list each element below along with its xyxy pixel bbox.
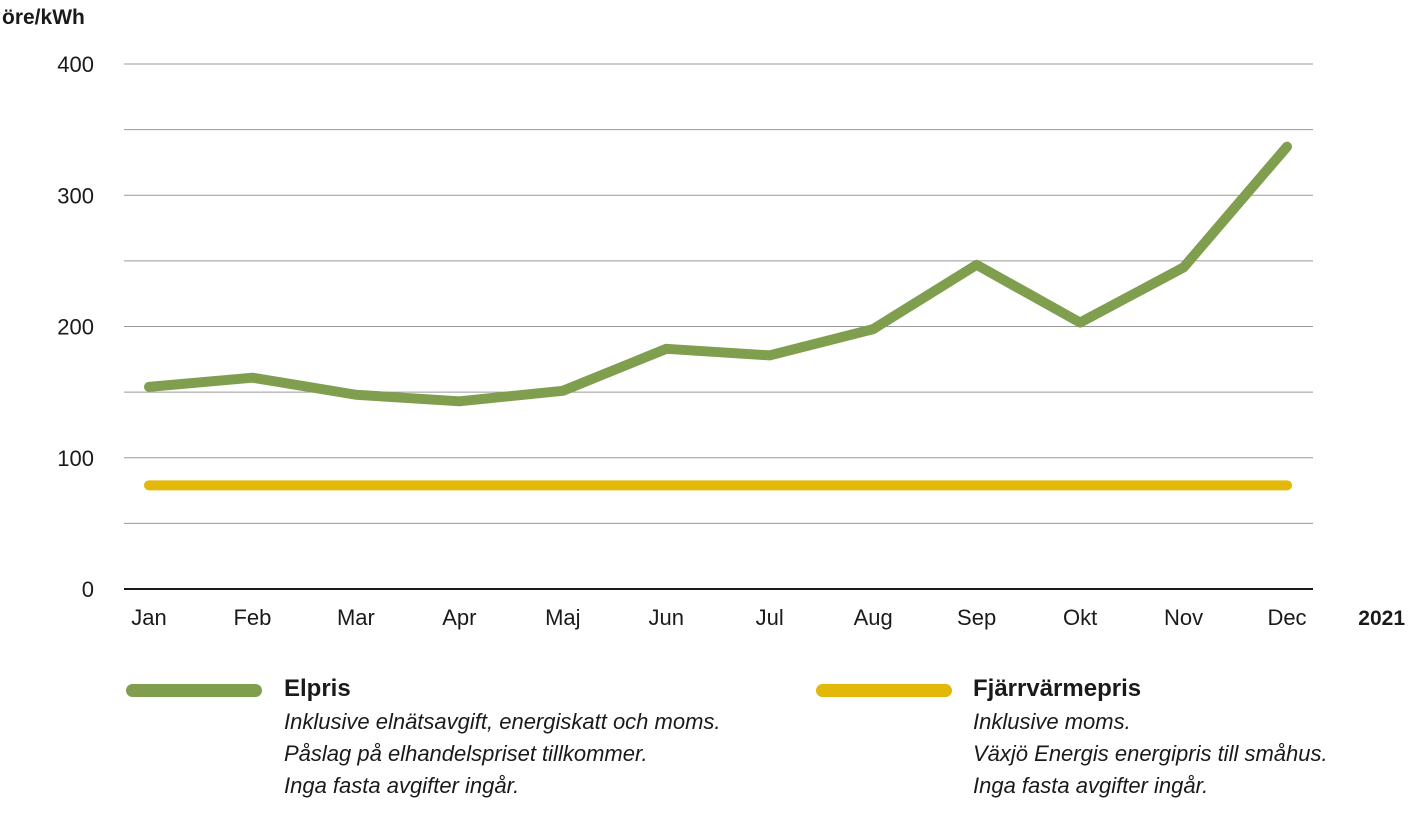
x-tick-label: Mar bbox=[337, 605, 375, 630]
legend-swatch-elpris bbox=[126, 684, 262, 697]
line-chart: 0 100 200 300 400 Jan Feb Mar Apr Maj Jun Jul Aug Sep… bbox=[2, 6, 1405, 630]
legend-note: Inklusive moms. bbox=[973, 709, 1131, 734]
legend-note: Inklusive elnätsavgift, energiskatt och … bbox=[284, 709, 721, 734]
legend-label-fjarrvarmepris: Fjärrvärmepris bbox=[973, 675, 1142, 702]
x-tick-label: Apr bbox=[442, 605, 476, 630]
x-tick-label: Maj bbox=[545, 605, 580, 630]
legend-note: Påslag på elhandelspriset tillkommer. bbox=[284, 741, 648, 766]
y-axis-label: öre/kWh bbox=[2, 6, 85, 29]
x-axis-label: 2021 bbox=[1358, 607, 1405, 630]
series-layer bbox=[144, 141, 1292, 491]
y-tick-label: 100 bbox=[57, 446, 94, 471]
y-tick-label: 200 bbox=[57, 315, 94, 340]
axis-labels: 0 100 200 300 400 Jan Feb Mar Apr Maj Jun Jul Aug Sep… bbox=[2, 6, 1405, 630]
x-tick-label: Sep bbox=[957, 605, 996, 630]
x-tick-label: Jul bbox=[756, 605, 784, 630]
legend-note: Inga fasta avgifter ingår. bbox=[284, 773, 520, 798]
x-tick-label: Jun bbox=[649, 605, 684, 630]
legend-note: Inga fasta avgifter ingår. bbox=[973, 773, 1209, 798]
series-line-elpris bbox=[144, 141, 1292, 407]
x-tick-label: Nov bbox=[1164, 605, 1203, 630]
gridlines bbox=[124, 63, 1313, 590]
x-tick-label: Aug bbox=[854, 605, 893, 630]
legend-label-elpris: Elpris bbox=[284, 675, 351, 702]
legend-swatch-fjarrvarmepris bbox=[816, 684, 952, 697]
x-tick-label: Okt bbox=[1063, 605, 1097, 630]
x-tick-label: Feb bbox=[233, 605, 271, 630]
legend-note: Växjö Energis energipris till småhus. bbox=[973, 741, 1328, 766]
y-tick-label: 300 bbox=[57, 183, 94, 208]
x-tick-label: Jan bbox=[131, 605, 166, 630]
y-tick-label: 0 bbox=[82, 577, 94, 602]
x-tick-label: Dec bbox=[1267, 605, 1306, 630]
y-tick-label: 400 bbox=[57, 52, 94, 77]
